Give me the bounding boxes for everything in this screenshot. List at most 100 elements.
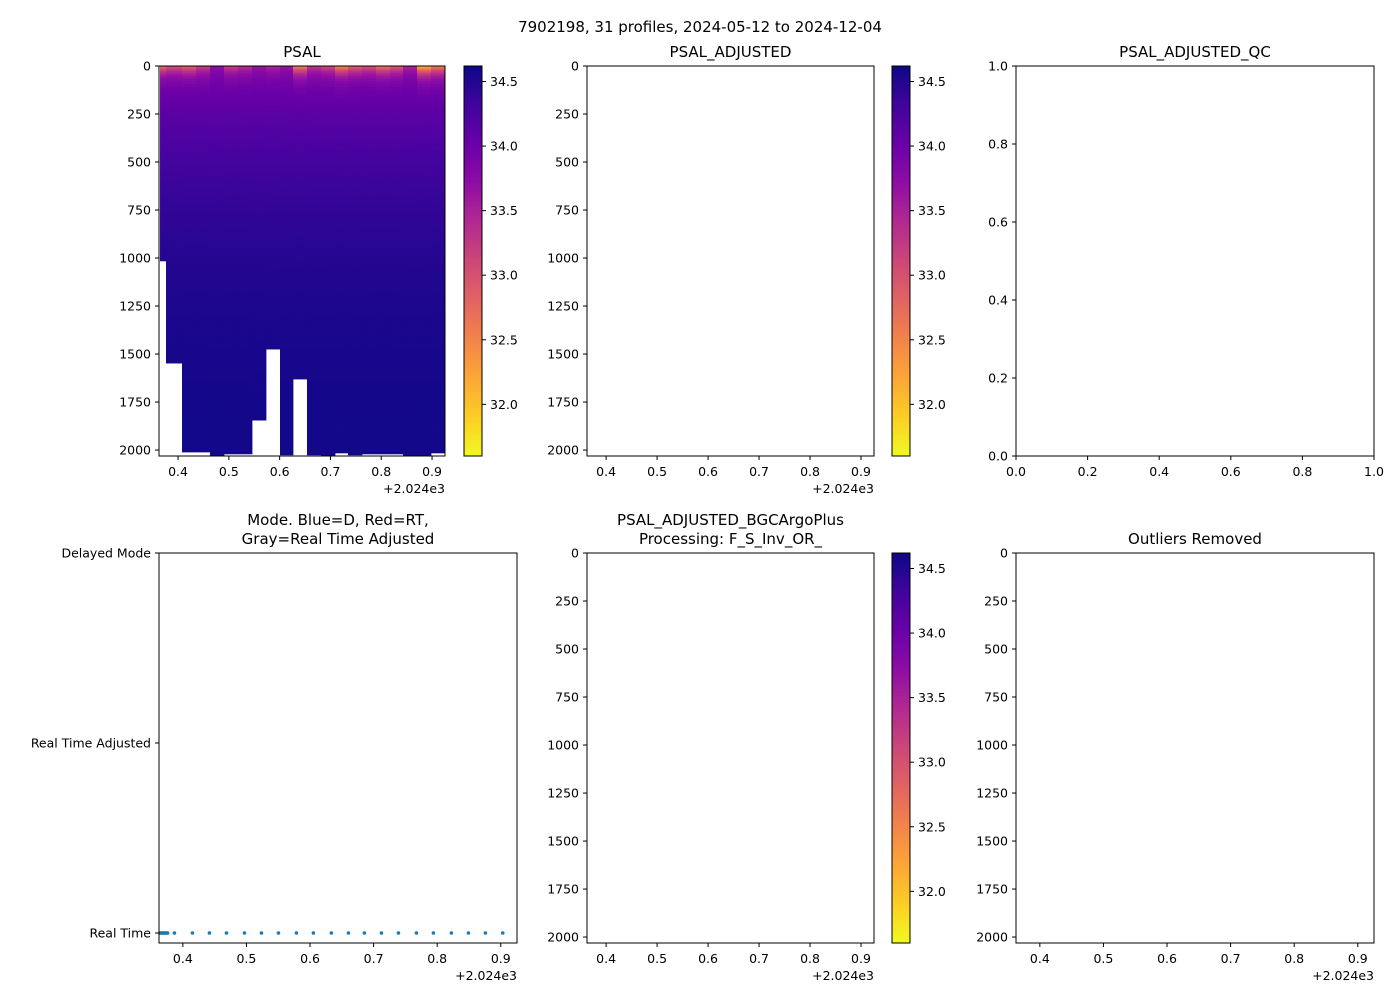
- heatmap-cell: [252, 88, 266, 91]
- heatmap-cell: [210, 231, 224, 240]
- heatmap-cell: [238, 150, 252, 157]
- heatmap-cell: [321, 151, 335, 158]
- heatmap-cell: [321, 206, 335, 214]
- colorbar-segment: [892, 177, 910, 181]
- heatmap-cell: [403, 105, 417, 110]
- heatmap-cell: [252, 322, 266, 333]
- heatmap-cell: [280, 325, 293, 336]
- heatmap-cell: [321, 430, 335, 443]
- heatmap-cell: [266, 321, 280, 330]
- y-tick-label: 750: [127, 203, 151, 218]
- colorbar-segment: [464, 333, 482, 337]
- heatmap-cell: [335, 81, 348, 84]
- heatmap-cell: [321, 214, 335, 223]
- heatmap-cell: [238, 84, 252, 87]
- heatmap-cell: [293, 227, 307, 235]
- heatmap-cell: [160, 105, 166, 108]
- heatmap-cell: [293, 192, 307, 199]
- heatmap-cell: [224, 77, 238, 80]
- heatmap-cell: [390, 114, 403, 119]
- y-tick-label: 0.4: [988, 293, 1008, 308]
- heatmap-cell: [252, 132, 266, 138]
- heatmap-cell: [321, 114, 335, 119]
- heatmap-cell: [238, 284, 252, 294]
- heatmap-cell: [293, 348, 307, 358]
- heatmap-cell: [266, 157, 280, 163]
- colorbar-segment: [464, 82, 482, 86]
- heatmap-cell: [266, 287, 280, 296]
- colorbar-segment: [892, 342, 910, 346]
- subplot-title-line2: Gray=Real Time Adjusted: [242, 530, 435, 548]
- heatmap-cell: [166, 114, 182, 118]
- heatmap-cell: [196, 93, 210, 97]
- heatmap-cell: [293, 104, 307, 108]
- heatmap-cell: [390, 441, 403, 454]
- heatmap-cell: [224, 441, 238, 454]
- heatmap-cell: [196, 345, 210, 356]
- heatmap-cell: [307, 285, 321, 295]
- heatmap-cell: [431, 156, 445, 163]
- heatmap-cell: [182, 255, 196, 265]
- x-tick-label: 0.5: [219, 464, 239, 479]
- colorbar-tick-label: 33.0: [918, 268, 946, 283]
- colorbar-tick-label: 34.0: [918, 626, 946, 641]
- heatmap-cell: [321, 184, 335, 192]
- heatmap-cell: [224, 265, 238, 275]
- heatmap-cell: [307, 114, 321, 119]
- heatmap-cell: [210, 214, 224, 223]
- heatmap-cell: [307, 429, 321, 442]
- heatmap-cell: [280, 114, 293, 119]
- colorbar-segment: [892, 878, 910, 882]
- heatmap-cell: [376, 183, 390, 191]
- colorbar-segment: [892, 813, 910, 817]
- heatmap-cell: [321, 101, 335, 105]
- heatmap-cell: [403, 145, 417, 151]
- heatmap-cell: [196, 156, 210, 163]
- heatmap-cell: [238, 206, 252, 214]
- heatmap-cell: [252, 138, 266, 144]
- heatmap-cell: [390, 294, 403, 304]
- colorbar-segment: [892, 885, 910, 889]
- heatmap-cell: [266, 128, 280, 133]
- heatmap-cell: [431, 94, 445, 98]
- heatmap-cell: [307, 239, 321, 248]
- colorbar-segment: [892, 242, 910, 246]
- colorbar-segment: [464, 287, 482, 291]
- heatmap-cell: [321, 248, 335, 257]
- heatmap-cell: [160, 224, 166, 230]
- heatmap-cell: [196, 190, 210, 198]
- heatmap-cell: [431, 105, 445, 110]
- heatmap-cell: [166, 289, 182, 298]
- heatmap-cell: [307, 87, 321, 91]
- colorbar-segment: [464, 89, 482, 93]
- heatmap-cell: [238, 198, 252, 206]
- heatmap-cell: [390, 335, 403, 346]
- colorbar-segment: [892, 631, 910, 635]
- heatmap-cell: [307, 118, 321, 123]
- colorbar-segment: [892, 911, 910, 915]
- heatmap-cell: [417, 406, 431, 419]
- colorbar-segment: [464, 310, 482, 314]
- heatmap-cell: [335, 84, 348, 87]
- heatmap-cell: [403, 382, 417, 394]
- heatmap-cell: [321, 231, 335, 240]
- heatmap-cell: [238, 265, 252, 275]
- heatmap-cell: [210, 84, 224, 87]
- heatmap-cell: [431, 284, 445, 294]
- heatmap-cell: [376, 247, 390, 256]
- colorbar-segment: [464, 99, 482, 103]
- heatmap-cell: [417, 87, 431, 91]
- heatmap-cell: [166, 82, 182, 85]
- colorbar-segment: [892, 826, 910, 830]
- heatmap-cell: [238, 214, 252, 222]
- heatmap-cell: [182, 197, 196, 205]
- heatmap-cell: [321, 266, 335, 276]
- colorbar-segment: [892, 144, 910, 148]
- heatmap-cell: [307, 358, 321, 370]
- colorbar-segment: [892, 424, 910, 428]
- heatmap-cell: [403, 359, 417, 371]
- heatmap-cell: [182, 123, 196, 128]
- colorbar-segment: [464, 424, 482, 428]
